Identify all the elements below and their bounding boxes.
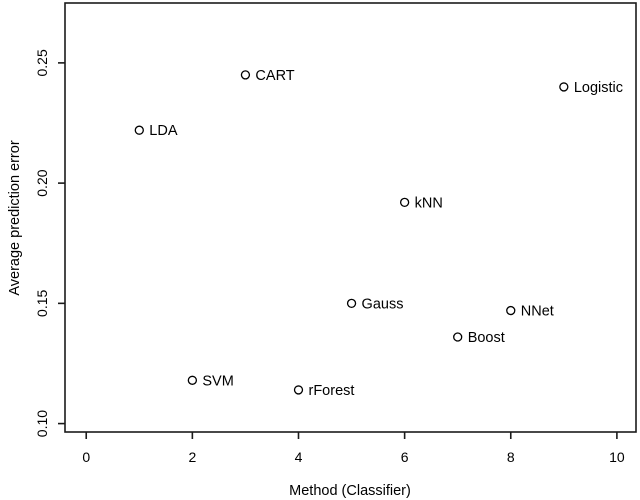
data-point-circle	[559, 82, 569, 92]
data-point-circle	[453, 332, 463, 342]
x-tick-label: 4	[295, 449, 303, 465]
data-point-label: CART	[255, 68, 294, 84]
x-axis-title: Method (Classifier)	[289, 483, 411, 499]
x-tick-label: 8	[507, 449, 515, 465]
data-point-circle	[346, 298, 357, 308]
data-point-label: Gauss	[362, 296, 404, 312]
data-point-circle	[134, 125, 144, 135]
data-point-label: Boost	[468, 330, 505, 346]
data-point-circle	[187, 375, 198, 385]
data-point-circle	[240, 70, 251, 80]
y-tick-label: 0.20	[34, 169, 50, 196]
x-tick-label: 0	[82, 449, 90, 465]
y-tick-label: 0.25	[34, 49, 50, 76]
data-point-label: SVM	[202, 373, 233, 389]
data-points: LDA CART Logistic kNN Gauss NNet Boost SVM rFore…	[134, 68, 623, 399]
y-axis-title: Average prediction error	[7, 140, 23, 295]
data-point-circle	[506, 305, 516, 316]
x-tick-label: 6	[401, 449, 409, 465]
data-point-label: Logistic	[574, 80, 623, 96]
data-point-circle	[399, 197, 410, 208]
x-axis: 0 2 4 6 8 10	[82, 432, 625, 465]
data-point-label: rForest	[308, 383, 354, 399]
x-tick-label: 10	[609, 449, 625, 465]
y-tick-label: 0.15	[34, 290, 50, 317]
y-tick-label: 0.10	[34, 410, 50, 437]
data-point-circle	[293, 385, 304, 395]
y-axis: 0.10 0.15 0.20 0.25	[34, 49, 65, 437]
plot-box	[64, 2, 637, 433]
data-point-label: LDA	[149, 123, 178, 139]
data-point-label: kNN	[415, 195, 443, 211]
data-point-label: NNet	[521, 304, 554, 320]
x-tick-label: 2	[188, 449, 196, 465]
